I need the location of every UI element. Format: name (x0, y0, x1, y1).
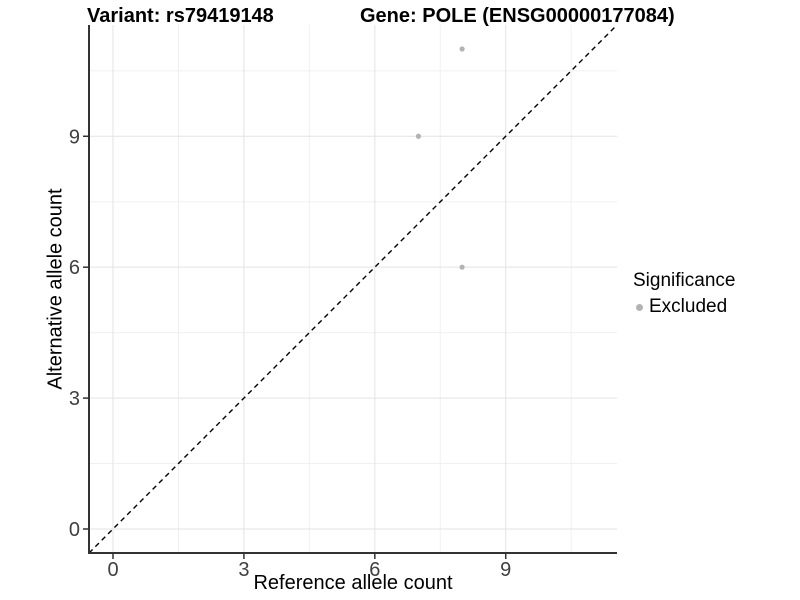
x-tick-label: 6 (369, 559, 380, 581)
data-point (415, 133, 422, 139)
y-tick-label: 3 (69, 388, 80, 410)
x-tick-label: 0 (107, 559, 118, 581)
legend-item-excluded: Excluded (636, 296, 735, 318)
legend-title: Significance (633, 270, 736, 291)
x-tick-label: 9 (500, 559, 511, 581)
legend: Significance Excluded (633, 270, 735, 318)
y-tick-label: 0 (69, 519, 80, 541)
legend-item-label: Excluded (649, 296, 728, 317)
plot-title-variant: Variant: rs79419148 (87, 5, 274, 27)
y-tick-label: 6 (69, 257, 80, 279)
x-axis-title: Reference allele count (253, 572, 453, 594)
plot-title-gene: Gene: POLE (ENSG00000177084) (360, 5, 675, 27)
y-axis-title: Alternative allele count (44, 188, 67, 390)
excluded-point-icon (636, 303, 643, 311)
identity-reference-line (88, 24, 618, 554)
data-point (459, 46, 465, 52)
x-tick-label: 3 (238, 559, 249, 581)
data-point (459, 264, 465, 270)
y-tick-label: 9 (69, 126, 80, 148)
